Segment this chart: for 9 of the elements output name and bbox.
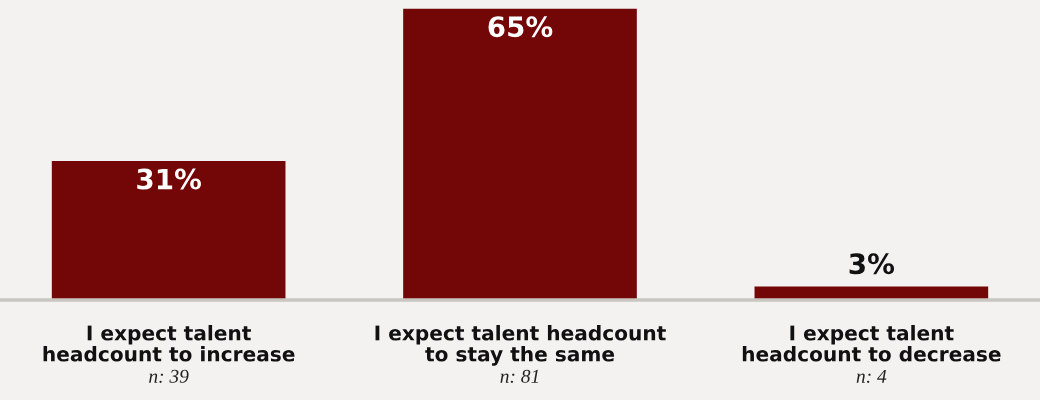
text: n: 39 [149, 369, 189, 383]
text: n: 4 [856, 369, 887, 383]
x-tick-label: I expect talent headcount to decrease [742, 325, 1001, 362]
text: n: 81 [500, 369, 539, 383]
data-label: 3% [849, 253, 895, 275]
x-tick-label: I expect talent headcount to stay the same [375, 325, 666, 366]
data-label: 31% [137, 168, 202, 190]
x-tick-label: I expect talent headcount to increase [43, 325, 295, 362]
data-label: 65% [488, 16, 553, 38]
